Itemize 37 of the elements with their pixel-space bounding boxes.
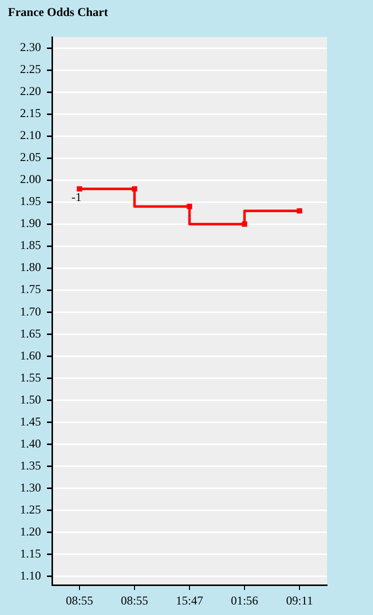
y-tick-label: 1.70 [20,304,41,318]
y-tick-label: 2.20 [20,84,41,98]
point [76,186,82,192]
y-tick-label: 1.65 [20,326,41,340]
y-tick-label: 2.30 [20,40,41,54]
x-tick-label: 08:55 [66,593,94,608]
x-tick-label: 08:55 [120,593,148,608]
y-tick-label: 1.25 [20,502,41,516]
y-tick-label: 1.15 [20,546,41,560]
y-tick-label: 1.40 [20,436,41,450]
annotation: -1 [72,190,82,204]
y-tick-label: 1.60 [20,348,41,362]
y-tick-label: 1.75 [20,282,41,296]
y-tick-label: 2.00 [20,172,41,186]
y-tick-label: 1.80 [20,260,41,274]
y-tick-label: 1.35 [20,458,41,472]
x-tick-label: 15:47 [176,593,204,608]
y-tick-label: 1.50 [20,392,41,406]
y-tick-label: 1.30 [20,480,41,494]
y-tick-label: 1.90 [20,216,41,230]
y-tick-label: 1.45 [20,414,41,428]
y-tick-label: 2.05 [20,150,41,164]
point [132,186,138,192]
y-tick-label: 2.15 [20,106,41,120]
y-tick-label: 2.25 [20,62,41,76]
point [186,204,192,210]
y-tick-label: 2.10 [20,128,41,142]
y-tick-label: 1.95 [20,194,41,208]
x-tick-label: 09:11 [286,593,313,608]
y-tick-label: 1.10 [20,568,41,582]
y-tick-label: 1.85 [20,238,41,252]
y-tick-label: 1.20 [20,524,41,538]
chart-title: France Odds Chart [8,5,108,20]
point [242,221,248,227]
x-tick-label: 01:56 [230,593,258,608]
y-tick-label: 1.55 [20,370,41,384]
point [296,208,302,214]
